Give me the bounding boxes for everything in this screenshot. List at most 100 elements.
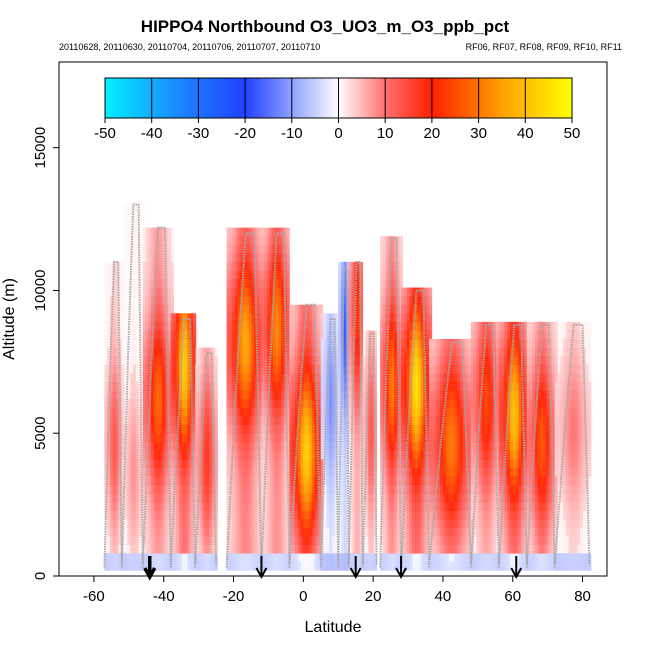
- heatmap-cell: [365, 390, 369, 400]
- heatmap-cell: [482, 321, 486, 331]
- heatmap-cell: [267, 356, 271, 366]
- heatmap-cell: [401, 441, 405, 451]
- heatmap-cell: [380, 553, 384, 563]
- heatmap-cell: [382, 356, 387, 366]
- heatmap-cell: [109, 501, 114, 511]
- heatmap-cell: [331, 544, 336, 554]
- heatmap-cell: [267, 253, 271, 263]
- heatmap-cell: [337, 441, 341, 451]
- heatmap-cell: [203, 424, 207, 434]
- heatmap-cell: [229, 527, 233, 537]
- heatmap-cell: [246, 518, 250, 528]
- heatmap-cell: [476, 433, 480, 443]
- heatmap-cell: [382, 518, 387, 528]
- heatmap-cell: [292, 476, 296, 486]
- heatmap-cell: [341, 518, 345, 528]
- heatmap-cell: [396, 484, 401, 494]
- heatmap-cell: [297, 321, 301, 331]
- heatmap-cell: [127, 561, 131, 571]
- heatmap-cell: [490, 416, 494, 426]
- heatmap-cell: [473, 433, 477, 443]
- heatmap-cell: [187, 321, 191, 331]
- heatmap-cell: [187, 373, 191, 383]
- heatmap-cell: [292, 544, 296, 554]
- heatmap-cell: [462, 493, 466, 503]
- heatmap-cell: [243, 364, 247, 374]
- heatmap-cell: [487, 544, 491, 554]
- heatmap-cell: [434, 441, 438, 451]
- heatmap-cell: [382, 493, 387, 503]
- heatmap-cell: [246, 536, 250, 545]
- heatmap-cell: [423, 398, 427, 408]
- heatmap-cell: [289, 518, 293, 528]
- heatmap-cell: [234, 450, 239, 460]
- heatmap-cell: [127, 201, 131, 211]
- heatmap-cell: [173, 373, 177, 383]
- heatmap-cell: [341, 561, 345, 571]
- heatmap-cell: [278, 416, 282, 426]
- heatmap-cell: [311, 484, 315, 494]
- heatmap-cell: [211, 433, 216, 443]
- heatmap-cell: [181, 373, 186, 383]
- heatmap-cell: [297, 501, 301, 511]
- heatmap-cell: [308, 338, 313, 348]
- heatmap-cell: [351, 544, 355, 554]
- heatmap-cell: [437, 484, 441, 494]
- heatmap-cell: [170, 287, 174, 297]
- heatmap-cell: [303, 304, 307, 314]
- heatmap-cell: [226, 330, 230, 340]
- heatmap-cell: [243, 373, 247, 383]
- heatmap-cell: [334, 373, 338, 383]
- heatmap-cell: [403, 356, 408, 366]
- heatmap-cell: [357, 467, 361, 477]
- heatmap-cell: [487, 441, 491, 451]
- heatmap-cell: [451, 347, 455, 357]
- heatmap-cell: [300, 424, 304, 434]
- heatmap-cell: [112, 330, 116, 340]
- heatmap-cell: [187, 313, 191, 323]
- heatmap-cell: [297, 433, 301, 443]
- heatmap-cell: [280, 304, 285, 314]
- heatmap-cell: [334, 356, 338, 366]
- heatmap-cell: [490, 356, 494, 366]
- heatmap-cell: [257, 330, 261, 340]
- heatmap-cell: [479, 441, 483, 451]
- heatmap-cell: [200, 356, 204, 366]
- heatmap-cell: [341, 270, 345, 280]
- heatmap-cell: [151, 407, 155, 417]
- heatmap-cell: [456, 381, 461, 391]
- heatmap-cell: [214, 347, 218, 357]
- heatmap-cell: [470, 510, 475, 520]
- heatmap-cell: [269, 296, 274, 306]
- heatmap-cell: [448, 390, 452, 400]
- heatmap-cell: [417, 433, 422, 443]
- heatmap-cell: [251, 553, 255, 563]
- heatmap-cell: [326, 553, 330, 563]
- heatmap-cell: [406, 330, 410, 340]
- heatmap-cell: [181, 390, 186, 400]
- heatmap-cell: [121, 364, 125, 374]
- heatmap-cell: [118, 484, 122, 494]
- heatmap-cell: [420, 398, 424, 408]
- heatmap-cell: [415, 433, 419, 443]
- heatmap-cell: [115, 338, 119, 348]
- heatmap-cell: [184, 321, 188, 331]
- heatmap-cell: [320, 441, 324, 451]
- heatmap-cell: [132, 501, 137, 511]
- heatmap-cell: [254, 527, 258, 537]
- heatmap-cell: [338, 364, 342, 374]
- heatmap-cell: [415, 476, 419, 486]
- heatmap-cell: [148, 236, 152, 246]
- heatmap-cell: [380, 304, 384, 314]
- heatmap-cell: [148, 304, 152, 314]
- heatmap-cell: [173, 527, 177, 537]
- heatmap-cell: [130, 356, 134, 366]
- heatmap-cell: [434, 356, 438, 366]
- heatmap-cell: [153, 476, 158, 486]
- heatmap-cell: [121, 544, 126, 554]
- heatmap-cell: [343, 518, 348, 528]
- heatmap-cell: [187, 484, 191, 494]
- heatmap-cell: [445, 407, 449, 417]
- heatmap-cell: [167, 236, 172, 246]
- heatmap-cell: [162, 561, 166, 571]
